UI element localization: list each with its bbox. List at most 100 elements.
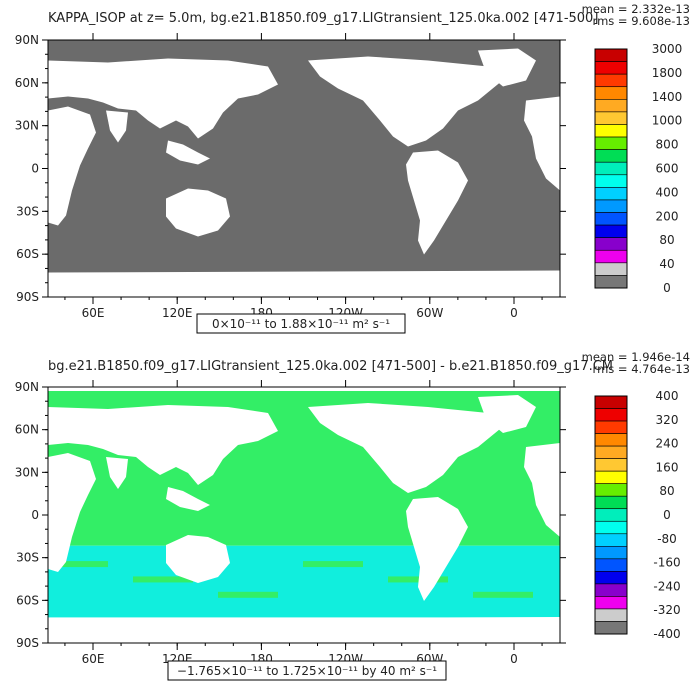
colorbar-swatch — [594, 99, 628, 113]
colorbar-label: 0 — [663, 508, 671, 522]
colorbar-swatch — [594, 199, 628, 213]
colorbar-swatch — [594, 596, 628, 610]
colorbar-swatch — [594, 48, 628, 62]
colorbar-swatch — [594, 395, 628, 409]
colorbar-swatch — [594, 458, 628, 472]
colorbar-label: 1400 — [652, 90, 683, 104]
ocean-streak — [133, 576, 193, 583]
ocean-streak — [218, 591, 278, 598]
ocean-streak — [388, 576, 448, 583]
colorbar-swatch — [594, 621, 628, 635]
panel-title: KAPPA_ISOP at z= 5.0m, bg.e21.B1850.f09_… — [48, 11, 598, 26]
colorbar-frame — [594, 395, 628, 635]
colorbar-swatch — [594, 583, 628, 597]
colorbar-label: 0 — [663, 281, 671, 295]
panel-title: bg.e21.B1850.f09_g17.LIGtransient_125.0k… — [48, 359, 613, 374]
colorbar-swatch — [594, 262, 628, 276]
colorbar-label: -160 — [653, 556, 680, 570]
colorbar-swatch — [594, 495, 628, 510]
y-tick-label: 60S — [16, 593, 39, 607]
y-tick-label: 30S — [16, 204, 39, 218]
range-note: 0×10⁻¹¹ to 1.88×10⁻¹¹ m² s⁻¹ — [212, 317, 390, 331]
colorbar-label: -320 — [653, 603, 680, 617]
y-tick-label: 60S — [16, 247, 39, 261]
y-tick-label: 90S — [16, 636, 39, 650]
range-box — [167, 660, 447, 681]
x-tick-label: 60W — [416, 306, 443, 320]
colorbar-swatch — [594, 520, 628, 535]
colorbar-swatch — [594, 249, 628, 264]
colorbar-label: 800 — [656, 138, 679, 152]
y-tick-label: 0 — [31, 508, 39, 522]
colorbar-swatch — [594, 73, 628, 88]
ocean-streak — [303, 561, 363, 568]
ocean-streak — [473, 591, 533, 598]
colorbar-swatch — [594, 124, 628, 138]
colorbar-label: 160 — [656, 460, 679, 474]
y-tick-label: 60N — [15, 76, 39, 90]
colorbar-swatch — [594, 483, 628, 497]
colorbar-swatch — [594, 420, 628, 434]
colorbar-swatch — [594, 149, 628, 163]
range-note: −1.765×10⁻¹¹ to 1.725×10⁻¹¹ by 40 m² s⁻¹ — [177, 664, 437, 678]
range-box — [196, 313, 406, 334]
colorbar-swatch — [594, 187, 628, 201]
colorbar-swatch — [594, 408, 628, 422]
colorbar-label: 80 — [659, 233, 674, 247]
y-tick-label: 60N — [15, 423, 39, 437]
colorbar-label: -240 — [653, 579, 680, 593]
colorbar-label: 80 — [659, 484, 674, 498]
colorbar-label: 600 — [656, 162, 679, 176]
colorbar-swatch — [594, 275, 628, 289]
y-tick-label: 90N — [15, 380, 39, 394]
colorbar-label: 400 — [656, 185, 679, 199]
x-tick-label: 120E — [162, 306, 193, 320]
stat-rms: rms = 9.608e-13 — [593, 14, 690, 28]
colorbar-swatch — [594, 224, 628, 238]
polar-mask — [48, 387, 560, 391]
colorbar-swatch — [594, 237, 628, 251]
colorbar-swatch — [594, 174, 628, 188]
colorbar-swatch — [594, 111, 628, 125]
y-tick-label: 90S — [16, 290, 39, 304]
x-tick-label: 0 — [510, 652, 518, 666]
colorbar-frame — [594, 48, 628, 289]
ocean-streak — [48, 561, 108, 568]
x-tick-label: 0 — [510, 306, 518, 320]
colorbar-swatch — [594, 433, 628, 447]
colorbar-swatch — [594, 558, 628, 572]
colorbar-label: -80 — [657, 532, 677, 546]
y-tick-label: 0 — [31, 162, 39, 176]
x-tick-label: 60E — [82, 652, 105, 666]
y-tick-label: 30N — [15, 119, 39, 133]
colorbar-swatch — [594, 61, 628, 75]
colorbar-label: 320 — [656, 413, 679, 427]
colorbar-swatch — [594, 546, 628, 560]
colorbar-swatch — [594, 445, 628, 459]
colorbar-label: 200 — [656, 209, 679, 223]
ocean-field-south — [48, 545, 560, 618]
colorbar-swatch — [594, 212, 628, 226]
colorbar-swatch — [594, 533, 628, 547]
colorbar-swatch — [594, 86, 628, 100]
colorbar-label: 3000 — [652, 42, 683, 56]
stat-rms: rms = 4.764e-13 — [593, 362, 690, 376]
colorbar-swatch — [594, 470, 628, 484]
colorbar-label: 1800 — [652, 66, 683, 80]
colorbar-swatch — [594, 571, 628, 585]
colorbar-swatch — [594, 161, 628, 176]
stat-mean: mean = 1.946e-14 — [582, 350, 690, 364]
stat-mean: mean = 2.332e-13 — [582, 2, 690, 16]
colorbar-swatch — [594, 508, 628, 522]
colorbar-label: 240 — [656, 437, 679, 451]
y-tick-label: 30N — [15, 465, 39, 479]
y-tick-label: 90N — [15, 33, 39, 47]
colorbar-label: -400 — [653, 627, 680, 641]
colorbar-swatch — [594, 136, 628, 150]
colorbar-label: 400 — [656, 389, 679, 403]
colorbar-label: 1000 — [652, 114, 683, 128]
colorbar-swatch — [594, 608, 628, 622]
